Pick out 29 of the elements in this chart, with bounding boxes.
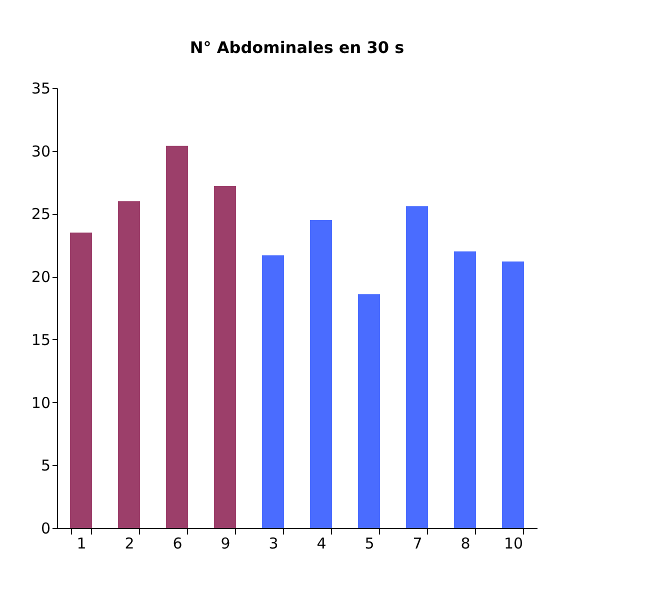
x-tick-label: 3 (268, 534, 278, 552)
bar (262, 255, 284, 528)
y-tick-label: 0 (40, 520, 50, 538)
x-tick-label: 7 (412, 534, 422, 552)
bar (406, 206, 428, 528)
y-tick-label: 25 (31, 205, 50, 224)
y-tick-label: 30 (31, 142, 50, 160)
y-tick-label: 15 (31, 330, 50, 349)
bar (118, 201, 140, 528)
y-tick-label: 10 (31, 394, 50, 412)
x-tick-label: 9 (220, 534, 230, 552)
bar (502, 261, 524, 528)
x-tick-label: 6 (172, 534, 182, 552)
bar (166, 146, 188, 528)
bar (310, 220, 332, 528)
bar (358, 294, 380, 528)
x-tick-label: 2 (124, 534, 134, 552)
bar (214, 186, 236, 528)
x-tick-label: 4 (316, 534, 326, 552)
y-tick-label: 20 (31, 268, 50, 286)
bar (70, 232, 92, 528)
chart-title: N° Abdominales en 30 s (190, 38, 404, 57)
bar (454, 251, 476, 528)
x-tick-label: 8 (460, 534, 470, 552)
x-tick-label: 1 (76, 534, 86, 552)
y-tick-label: 35 (31, 80, 50, 98)
y-tick-label: 5 (40, 456, 50, 475)
x-tick-label: 10 (504, 534, 524, 552)
x-tick-label: 5 (364, 534, 374, 552)
